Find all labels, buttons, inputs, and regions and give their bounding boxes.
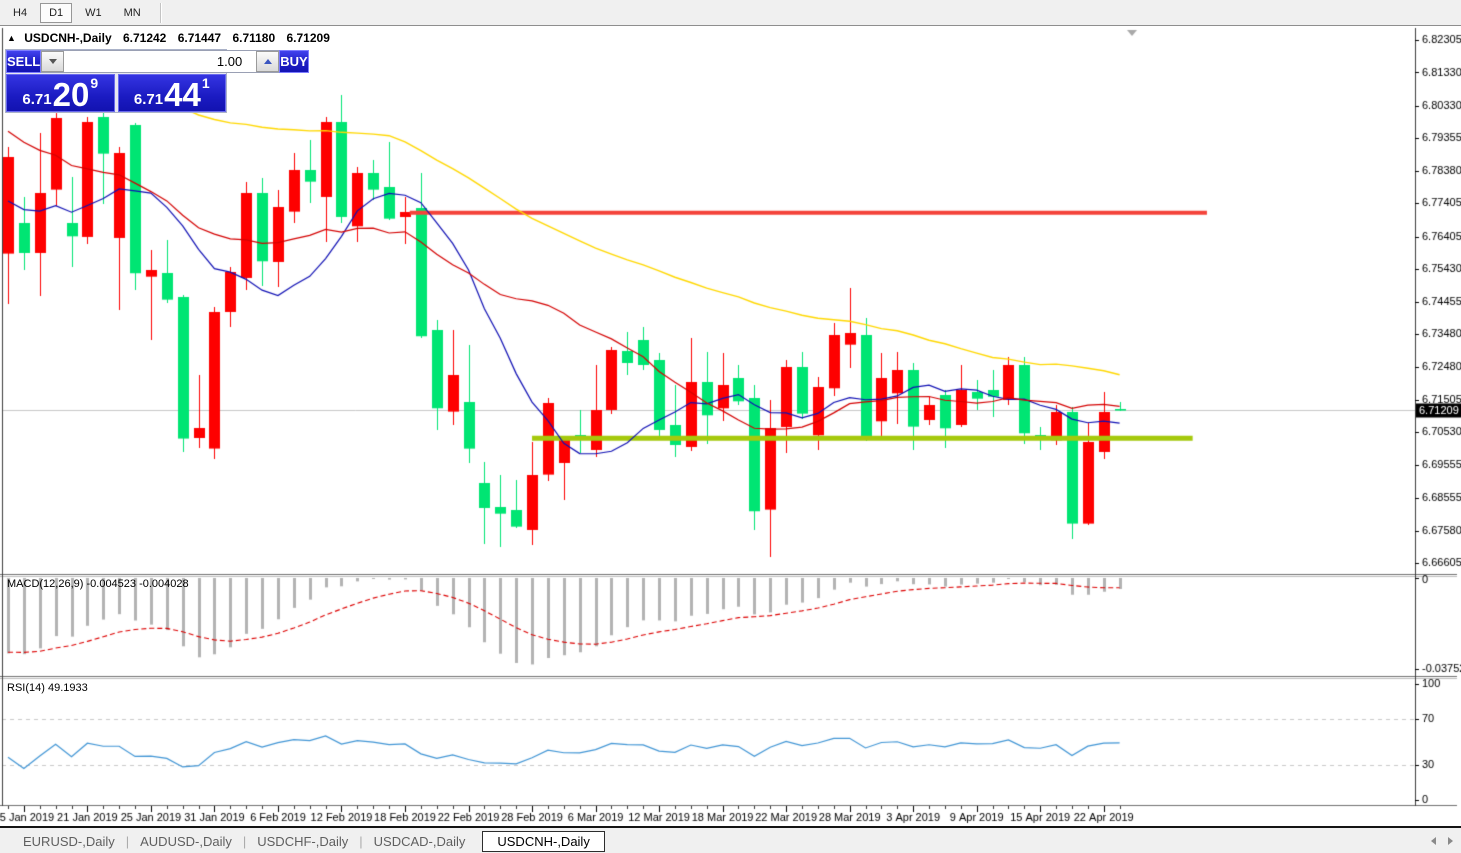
ohlc-open: 6.71242 [122,31,167,45]
symbol-tab-usdcad[interactable]: USDCAD-,Daily [373,834,466,849]
tab-separator: | [242,834,247,849]
chevron-up-icon [263,59,272,64]
ohlc-low: 6.71180 [232,31,276,45]
volume-increase-button[interactable] [256,51,280,72]
buy-price-sup: 1 [201,75,210,91]
rsi-value: 49.1933 [47,682,88,694]
rsi-label: RSI(14) 49.1933 [7,682,88,694]
tab-separator: | [125,834,130,849]
symbol-tab-eurusd[interactable]: EURUSD-,Daily [23,834,115,849]
tab-scroll-buttons [1431,837,1453,845]
symbol-tab-usdchf[interactable]: USDCHF-,Daily [257,834,349,849]
volume-stepper [41,50,280,73]
timeframe-tab-h4[interactable]: H4 [13,6,28,19]
tab-scroll-left-icon[interactable] [1431,837,1436,845]
buy-price[interactable]: 6.71 44 1 [117,74,226,113]
volume-decrease-button[interactable] [41,51,65,72]
macd-values: -0.004523 -0.004028 [86,578,189,590]
collapse-triangle-icon[interactable]: ▲ [7,33,16,43]
symbol-tab-bar: EURUSD-,Daily | AUDUSD-,Daily | USDCHF-,… [0,826,1461,853]
tab-scroll-right-icon[interactable] [1448,837,1453,845]
buy-price-big: 44 [164,75,201,113]
macd-label: MACD(12,26,9) -0.004523 -0.004028 [7,578,189,590]
tab-separator: | [359,834,363,849]
chart-title: ▲ USDCNH-,Daily 6.71242 6.71447 6.71180 … [7,31,330,45]
sell-price[interactable]: 6.71 20 9 [6,74,115,112]
ohlc-high: 6.71447 [177,31,222,45]
volume-input[interactable] [64,51,257,72]
sell-price-sup: 9 [90,75,99,91]
toolbar-separator [159,2,162,23]
symbol-name: USDCNH-,Daily [24,31,112,45]
timeframe-toolbar: H4 D1 W1 MN [0,0,1461,26]
symbol-tab-usdcnh-active[interactable]: USDCNH-,Daily [482,831,605,852]
buy-button[interactable]: BUY [279,50,309,73]
sell-price-big: 20 [52,75,90,113]
symbol-tab-audusd[interactable]: AUDUSD-,Daily [140,834,232,849]
one-click-trading-panel: SELL BUY 6.71 20 9 6.71 44 1 [5,49,309,113]
timeframe-tab-d1[interactable]: D1 [40,2,73,23]
sell-price-prefix: 6.71 [22,91,52,108]
timeframe-tab-mn[interactable]: MN [123,6,141,19]
chevron-down-icon [48,59,57,64]
buy-price-prefix: 6.71 [133,91,164,108]
timeframe-tab-w1[interactable]: W1 [85,6,102,19]
sell-button[interactable]: SELL [6,50,42,73]
ohlc-close: 6.71209 [286,31,330,45]
